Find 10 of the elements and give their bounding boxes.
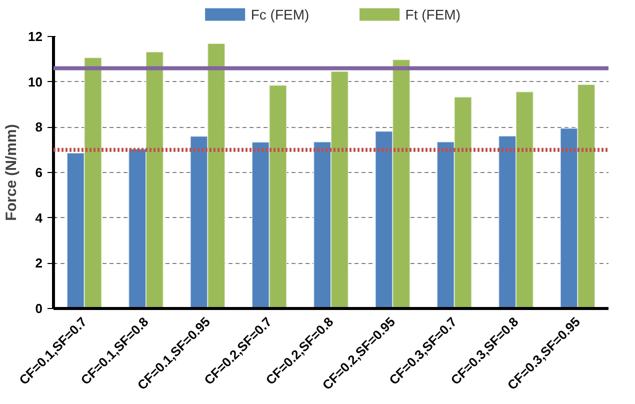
legend-label: Ft (FEM) (405, 6, 460, 22)
y-tick-label: 8 (35, 120, 43, 135)
y-tick-label: 0 (35, 301, 43, 316)
y-tick-label: 12 (28, 29, 43, 44)
y-tick-label: 4 (35, 210, 44, 226)
y-tick-label: 6 (35, 165, 43, 180)
y-axis-title: Force (N/mm) (3, 124, 20, 221)
y-tick-label: 2 (35, 256, 43, 271)
legend-label: Fc (FEM) (250, 6, 310, 22)
y-tick-label: 10 (28, 74, 43, 90)
